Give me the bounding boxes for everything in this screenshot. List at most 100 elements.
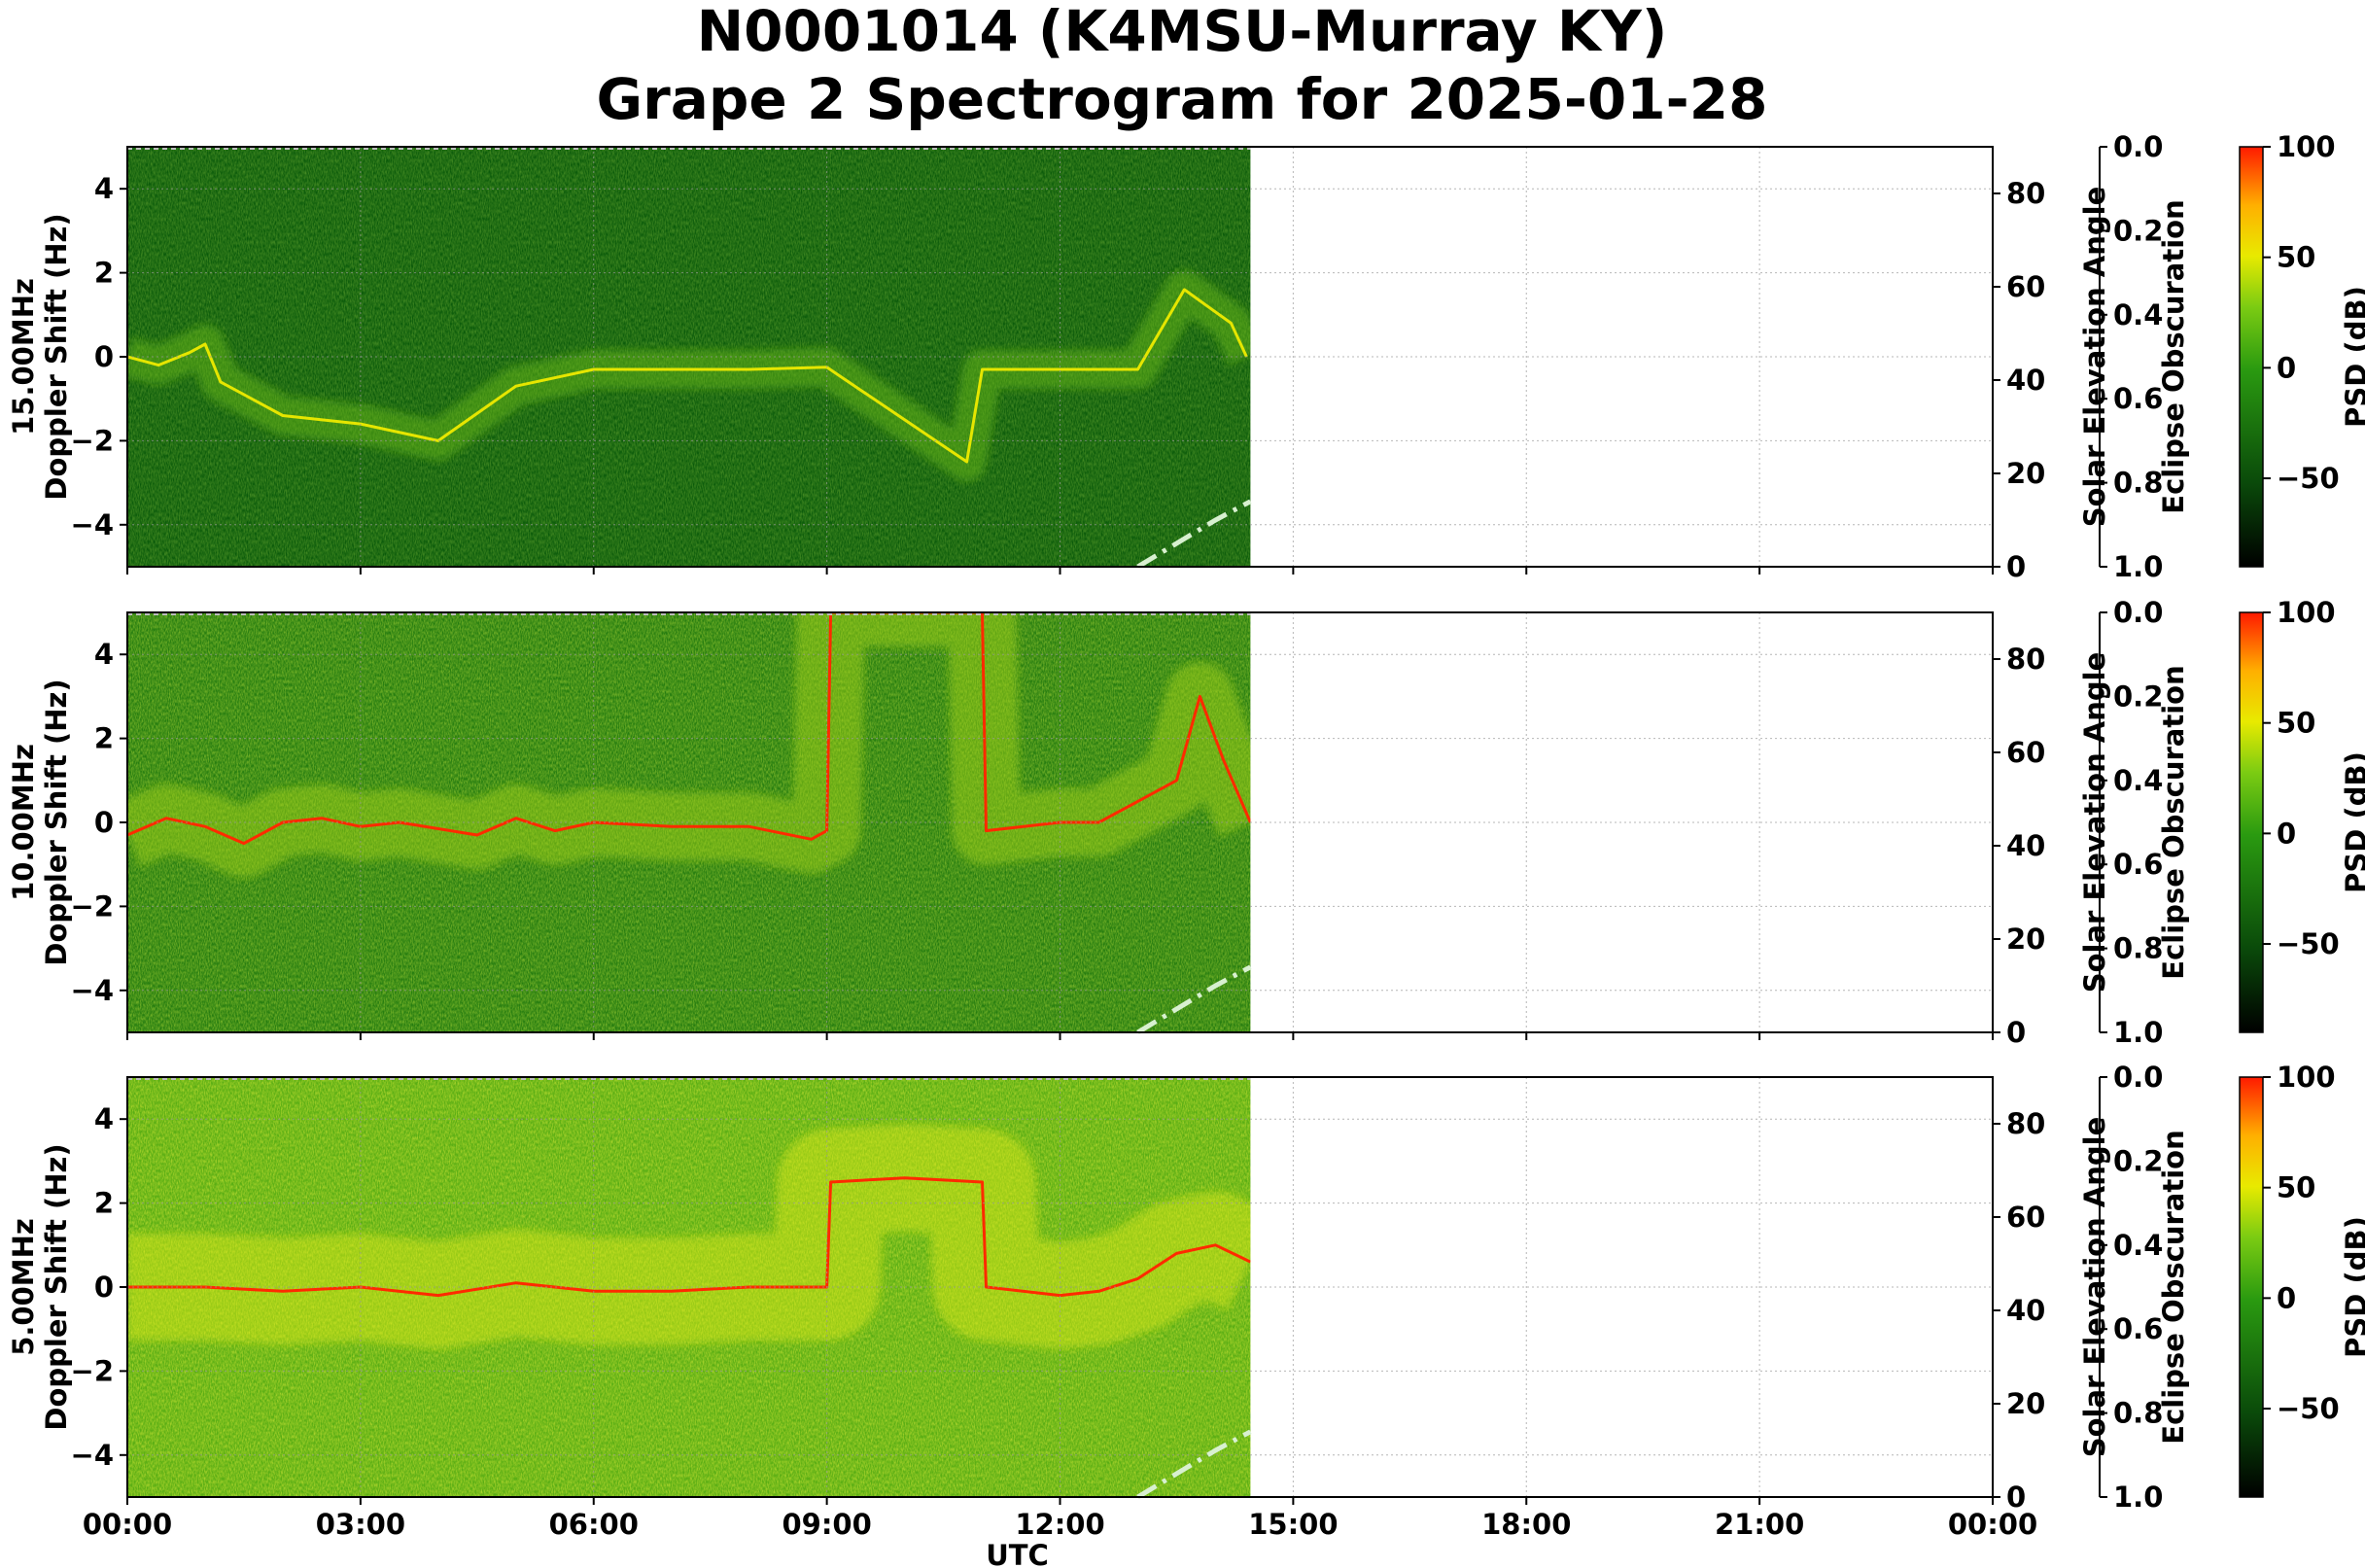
elev-tick-label: 20 [2006, 457, 2045, 490]
eclipse-ylabel-group: Eclipse Obscuration [2157, 665, 2190, 979]
y-tick-label: 2 [94, 722, 114, 755]
y-tick-label: 0 [94, 340, 114, 373]
solar-elevation-ylabel: Solar Elevation Angle [2078, 187, 2111, 528]
ylabel-line-1: 5.00MHz [7, 1218, 40, 1356]
ylabel-line-2: Doppler Shift (Hz) [40, 213, 73, 500]
doppler-ylabel: 10.00MHz Doppler Shift (Hz) [7, 679, 73, 965]
colorbar-label-group: PSD (dB) [2340, 751, 2365, 893]
x-tick-label: 21:00 [1715, 1508, 1804, 1541]
spectrogram-content [127, 1124, 1251, 1349]
elev-tick-label: 40 [2006, 1294, 2045, 1327]
elev-tick-label: 60 [2006, 736, 2045, 769]
eclipse-tick-label: 1.0 [2113, 1481, 2163, 1514]
doppler-ylabel: 5.00MHz Doppler Shift (Hz) [7, 1143, 73, 1430]
eclipse-tick-label: 0.0 [2113, 1061, 2163, 1094]
x-tick-label: 00:00 [83, 1508, 172, 1541]
eclipse-ylabel: Eclipse Obscuration [2157, 199, 2190, 513]
psd-colorbar [2239, 611, 2264, 1033]
y-tick-label: −4 [71, 974, 114, 1007]
colorbar-tick-label: 100 [2277, 130, 2336, 163]
eclipse-tick-label: 0.4 [2113, 764, 2163, 797]
title-line-2: Grape 2 Spectrogram for 2025-01-28 [597, 66, 1768, 132]
elev-tick-label: 0 [2006, 550, 2026, 583]
colorbar-tick-label: 50 [2277, 707, 2315, 740]
eclipse-tick-label: 0.0 [2113, 130, 2163, 163]
x-tick-label: 12:00 [1015, 1508, 1104, 1541]
elev-ylabel-group: Solar Elevation Angle [2078, 187, 2111, 528]
panel-10.00MHz: 420−2−410.00MHz Doppler Shift (Hz)0204060… [7, 596, 2365, 1049]
y-tick-label: 4 [94, 638, 114, 671]
solar-elevation-ylabel: Solar Elevation Angle [2078, 652, 2111, 993]
colorbar-tick-label: 0 [2277, 351, 2296, 384]
colorbar-label: PSD (dB) [2340, 1216, 2365, 1358]
y-tick-label: −4 [71, 1439, 114, 1472]
x-tick-label: 15:00 [1248, 1508, 1338, 1541]
eclipse-ylabel: Eclipse Obscuration [2157, 1130, 2190, 1444]
psd-colorbar [2239, 1076, 2264, 1498]
eclipse-tick-label: 0.4 [2113, 298, 2163, 331]
ylabel-line-1: 10.00MHz [7, 744, 40, 901]
panel-5.00MHz: 420−2−45.00MHz Doppler Shift (Hz)02040608… [7, 1061, 2365, 1568]
eclipse-tick-label: 0.0 [2113, 596, 2163, 629]
colorbar-tick-label: −50 [2277, 462, 2340, 495]
colorbar-tick-label: 100 [2277, 1061, 2336, 1094]
carrier-trace [127, 612, 1251, 846]
colorbar-tick-label: 0 [2277, 817, 2296, 850]
y-tick-label: 0 [94, 806, 114, 839]
elev-tick-label: 60 [2006, 270, 2045, 303]
elev-tick-label: 80 [2006, 643, 2045, 676]
x-tick-label: 09:00 [782, 1508, 871, 1541]
eclipse-tick-label: 0.8 [2113, 932, 2163, 965]
carrier-trace [127, 1176, 1251, 1298]
elev-tick-label: 40 [2006, 364, 2045, 397]
y-tick-label: 4 [94, 172, 114, 205]
elev-tick-label: 80 [2006, 1107, 2045, 1140]
colorbar-tick-label: 50 [2277, 241, 2315, 274]
eclipse-tick-label: 0.8 [2113, 1397, 2163, 1430]
eclipse-tick-label: 0.2 [2113, 1144, 2163, 1177]
y-tick-label: −2 [71, 1354, 114, 1387]
x-tick-label: 03:00 [316, 1508, 405, 1541]
x-tick-label: 18:00 [1481, 1508, 1571, 1541]
colorbar-tick-label: −50 [2277, 927, 2340, 960]
solar-elevation-ylabel: Solar Elevation Angle [2078, 1117, 2111, 1458]
colorbar-tick-label: 50 [2277, 1171, 2315, 1204]
eclipse-tick-label: 0.6 [2113, 382, 2163, 415]
colorbar-tick-label: −50 [2277, 1392, 2340, 1425]
y-tick-label: −4 [71, 508, 114, 541]
ylabel-line-1: 15.00MHz [7, 278, 40, 436]
colorbar-tick-label: 0 [2277, 1281, 2296, 1314]
colorbar-label-group: PSD (dB) [2340, 1216, 2365, 1358]
figure-title: N0001014 (K4MSU-Murray KY) Grape 2 Spect… [597, 0, 1768, 132]
eclipse-ylabel-group: Eclipse Obscuration [2157, 199, 2190, 513]
y-tick-label: 0 [94, 1271, 114, 1304]
y-tick-label: 2 [94, 257, 114, 290]
colorbar-label: PSD (dB) [2340, 751, 2365, 893]
ylabel-line-2: Doppler Shift (Hz) [40, 1143, 73, 1430]
elev-tick-label: 0 [2006, 1481, 2026, 1514]
colorbar-label: PSD (dB) [2340, 286, 2365, 428]
eclipse-tick-label: 0.6 [2113, 848, 2163, 881]
x-tick-label: 00:00 [1948, 1508, 2037, 1541]
elev-tick-label: 80 [2006, 177, 2045, 210]
y-tick-label: 4 [94, 1102, 114, 1135]
eclipse-tick-label: 0.4 [2113, 1229, 2163, 1262]
elev-tick-label: 20 [2006, 1387, 2045, 1420]
elev-tick-label: 20 [2006, 923, 2045, 956]
eclipse-tick-label: 0.2 [2113, 214, 2163, 247]
elev-ylabel-group: Solar Elevation Angle [2078, 652, 2111, 993]
y-tick-label: −2 [71, 889, 114, 923]
y-tick-label: 2 [94, 1187, 114, 1220]
colorbar-label-group: PSD (dB) [2340, 286, 2365, 428]
y-tick-label: −2 [71, 424, 114, 457]
spectrogram-content [127, 269, 1251, 481]
eclipse-ylabel: Eclipse Obscuration [2157, 665, 2190, 979]
panel-15.00MHz: 420−2−415.00MHz Doppler Shift (Hz)0204060… [7, 130, 2365, 583]
eclipse-tick-label: 0.2 [2113, 679, 2163, 713]
carrier-trace [127, 288, 1248, 464]
ylabel-line-2: Doppler Shift (Hz) [40, 679, 73, 965]
eclipse-ylabel-group: Eclipse Obscuration [2157, 1130, 2190, 1444]
doppler-ylabel: 15.00MHz Doppler Shift (Hz) [7, 213, 73, 500]
x-tick-label: 06:00 [549, 1508, 639, 1541]
